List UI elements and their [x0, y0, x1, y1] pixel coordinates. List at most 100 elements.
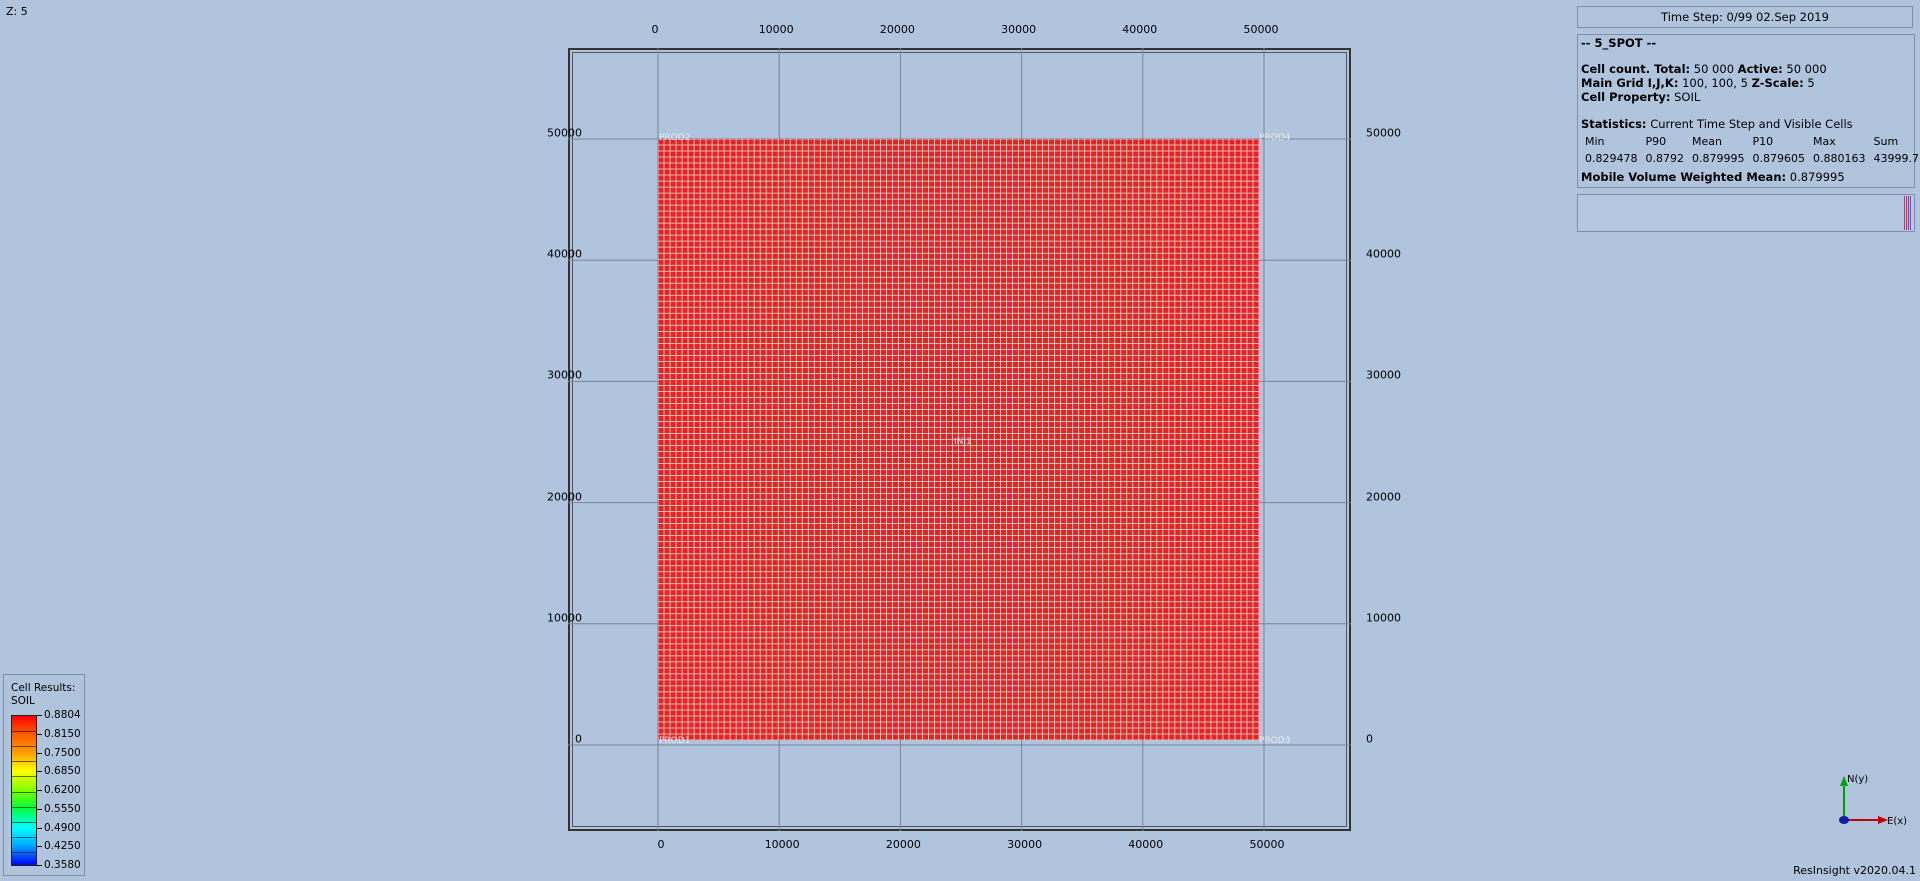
y-tick-right: 20000 — [1366, 490, 1401, 504]
stats-value: 0.880163 — [1813, 151, 1866, 165]
z-scale-label: Z: 5 — [6, 5, 28, 18]
stats-value-row: 0.829478 0.8792 0.879995 0.879605 0.8801… — [1581, 150, 1920, 167]
legend-tick — [37, 715, 42, 716]
x-tick-top: 0 — [651, 23, 659, 36]
x-tick-bottom: 40000 — [1128, 838, 1164, 851]
legend-value-label: 0.6850 — [44, 765, 81, 778]
statistics-table: Min P90 Mean P10 Max Sum 0.829478 0.8792… — [1581, 133, 1920, 167]
y-tick-left: 0 — [575, 732, 582, 746]
histogram — [1577, 194, 1915, 232]
legend-value-label: 0.6200 — [44, 784, 81, 796]
statistics-value: Current Time Step and Visible Cells — [1650, 117, 1853, 131]
legend-tick — [37, 865, 42, 866]
well-label-prod3[interactable]: PROD3 — [1259, 736, 1291, 746]
stats-value: 0.8792 — [1645, 151, 1685, 165]
stats-header: Max — [1813, 134, 1836, 148]
legend-title-line1: Cell Results: — [11, 682, 76, 694]
time-step-box: Time Step: 0/99 02.Sep 2019 — [1577, 6, 1913, 28]
legend-value-label: 0.5550 — [44, 802, 81, 815]
stats-value: 43999.7 — [1873, 151, 1920, 165]
stats-header-row: Min P90 Mean P10 Max Sum — [1581, 133, 1920, 150]
north-axis-label: N(y) — [1847, 774, 1868, 785]
legend-band-separator — [12, 851, 36, 853]
statistics-label: Statistics: — [1581, 117, 1647, 131]
y-tick-left: 50000 — [547, 126, 582, 140]
y-tick-right: 10000 — [1366, 611, 1401, 625]
x-tick-bottom: 0 — [657, 838, 665, 851]
stats-value: 0.829478 — [1585, 151, 1638, 165]
cell-count-total: 50 000 — [1693, 62, 1735, 76]
legend-band-separator — [12, 821, 36, 823]
zscale-value: 5 — [1807, 76, 1815, 90]
legend-tick — [37, 752, 42, 754]
legend-tick — [37, 771, 42, 773]
legend-tick — [37, 808, 42, 810]
legend-value-label: 0.8804 — [44, 709, 81, 721]
y-tick-left: 30000 — [547, 368, 582, 382]
stats-header: P10 — [1752, 134, 1774, 148]
y-tick-right: 30000 — [1366, 368, 1401, 382]
zscale-label: Z-Scale: — [1751, 76, 1804, 90]
legend-tick — [37, 846, 42, 848]
y-tick-left: 40000 — [547, 247, 582, 261]
well-label-prod1[interactable]: PROD1 — [659, 736, 691, 746]
version-label: ResInsight v2020.04.1 — [1793, 864, 1916, 877]
legend-tick — [37, 790, 42, 791]
y-tick-left: 20000 — [547, 490, 582, 504]
x-tick-bottom: 10000 — [764, 838, 800, 851]
legend-color-bar — [11, 715, 37, 866]
cell-property-value: SOIL — [1674, 90, 1701, 104]
legend-value-label: 0.7500 — [44, 746, 81, 759]
x-tick-bottom: 50000 — [1249, 838, 1285, 851]
stats-header: Sum — [1873, 134, 1899, 148]
x-tick-top: 20000 — [879, 23, 915, 36]
legend-title-line2: SOIL — [11, 695, 35, 707]
legend-band-separator — [12, 746, 36, 748]
legend-tick — [37, 827, 42, 829]
legend-value-label: 0.4250 — [44, 840, 81, 853]
main-grid-label: Main Grid I,J,K: — [1581, 76, 1679, 90]
legend-tick — [37, 733, 42, 735]
legend-value-label: 0.4900 — [44, 821, 81, 834]
east-axis-label: E(x) — [1887, 816, 1907, 827]
histogram-bars — [1904, 196, 1911, 230]
legend-band-separator — [12, 836, 36, 838]
view-bounding-frame — [568, 48, 1351, 831]
x-tick-top: 50000 — [1243, 23, 1279, 36]
x-tick-bottom: 30000 — [1007, 838, 1043, 851]
cell-property-label: Cell Property: — [1581, 90, 1671, 104]
well-label-inj1[interactable]: INJ1 — [954, 437, 972, 447]
legend-value-label: 0.3580 — [44, 859, 81, 871]
x-tick-top: 40000 — [1122, 23, 1158, 36]
stats-header: Mean — [1692, 134, 1722, 148]
main-grid-value: 100, 100, 5 — [1682, 76, 1748, 90]
stats-header: Min — [1585, 134, 1605, 148]
cell-count-label: Cell count. Total: — [1581, 62, 1691, 76]
y-tick-left: 10000 — [547, 611, 582, 625]
well-label-prod4[interactable]: PROD4 — [1259, 133, 1291, 143]
legend-band-separator — [12, 761, 36, 763]
y-tick-right: 0 — [1366, 732, 1373, 746]
mobile-volume-value: 0.879995 — [1789, 170, 1845, 184]
y-tick-right: 40000 — [1366, 247, 1401, 261]
legend-title: Cell Results: SOIL — [11, 682, 75, 708]
x-tick-top: 30000 — [1001, 23, 1037, 36]
mobile-volume-label: Mobile Volume Weighted Mean: — [1581, 170, 1787, 184]
stats-value: 0.879605 — [1752, 151, 1806, 165]
x-tick-top: 10000 — [758, 23, 794, 36]
reservoir-grid[interactable] — [658, 139, 1259, 740]
case-name: -- 5_SPOT -- — [1581, 36, 1657, 50]
legend-band-separator — [12, 776, 36, 778]
info-box: -- 5_SPOT -- Cell count. Total: 50 000 A… — [1577, 34, 1919, 188]
color-legend[interactable]: Cell Results: SOIL 0.8804 0.8150 0.7500 0.6… — [3, 674, 85, 876]
y-tick-right: 50000 — [1366, 126, 1401, 140]
legend-band-separator — [12, 791, 36, 793]
legend-value-label: 0.8150 — [44, 727, 81, 740]
active-label: Active: — [1737, 62, 1783, 76]
well-label-prod2[interactable]: PROD2 — [659, 133, 691, 143]
legend-band-separator — [12, 731, 36, 733]
legend-band-separator — [12, 806, 36, 808]
active-count: 50 000 — [1786, 62, 1827, 76]
axis-orientation-widget: N(y) E(x) — [1839, 774, 1907, 827]
x-tick-bottom: 20000 — [885, 838, 921, 851]
